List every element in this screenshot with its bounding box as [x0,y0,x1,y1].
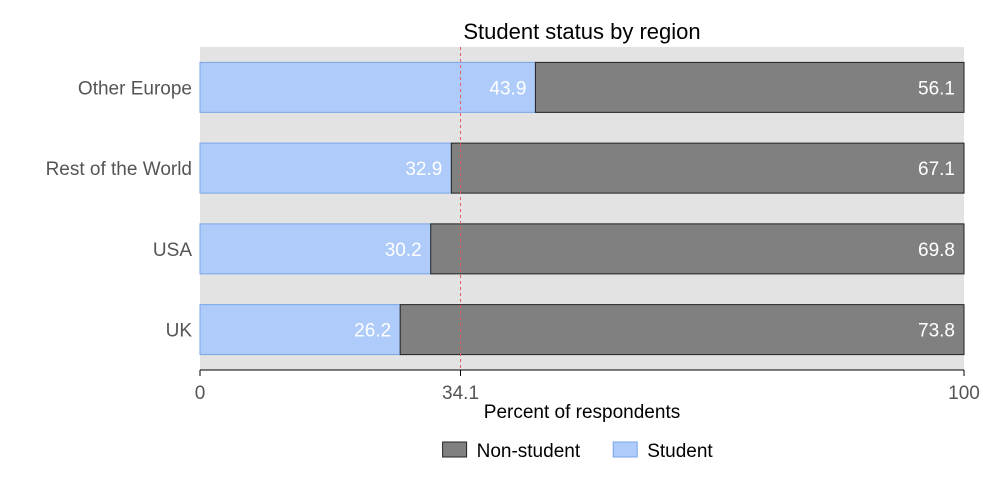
x-tick-label: 34.1 [442,383,479,404]
bar-label-student: 26.2 [354,321,391,342]
bars: 43.9 56.1 32.9 67.1 30.2 69.8 26.2 73.8 [199,47,965,370]
bar-student [199,142,452,194]
bar-non-student [534,61,965,113]
x-axis-title: Percent of respondents [484,402,680,423]
category-label: Rest of the World [46,159,192,180]
legend-label-non-student: Non-student [477,441,581,462]
bar-label-non-student: 56.1 [918,78,955,99]
legend-swatch-non-student [442,441,468,458]
bar-non-student [450,142,965,194]
x-tick-label: 100 [948,383,980,404]
category-label: USA [153,240,192,261]
bar-label-student: 43.9 [489,78,526,99]
bar-non-student [430,223,965,275]
bar-student [199,61,536,113]
chart-title: Student status by region [463,19,700,44]
bar-non-student [399,304,965,356]
legend-swatch-student [612,441,638,458]
bar-label-student: 30.2 [385,240,422,261]
x-tick-label: 0 [195,383,206,404]
legend: Non-student Student [442,441,713,462]
bar-label-student: 32.9 [405,159,442,180]
bar-label-non-student: 73.8 [918,321,955,342]
bar-label-non-student: 69.8 [918,240,955,261]
category-label: UK [166,321,193,342]
bar-label-non-student: 67.1 [918,159,955,180]
bar-student [199,304,401,356]
legend-label-student: Student [647,441,713,462]
category-label: Other Europe [78,78,192,99]
x-axis: 0 34.1 100 [195,369,980,404]
category-labels: Other Europe Rest of the World USA UK [46,78,193,341]
